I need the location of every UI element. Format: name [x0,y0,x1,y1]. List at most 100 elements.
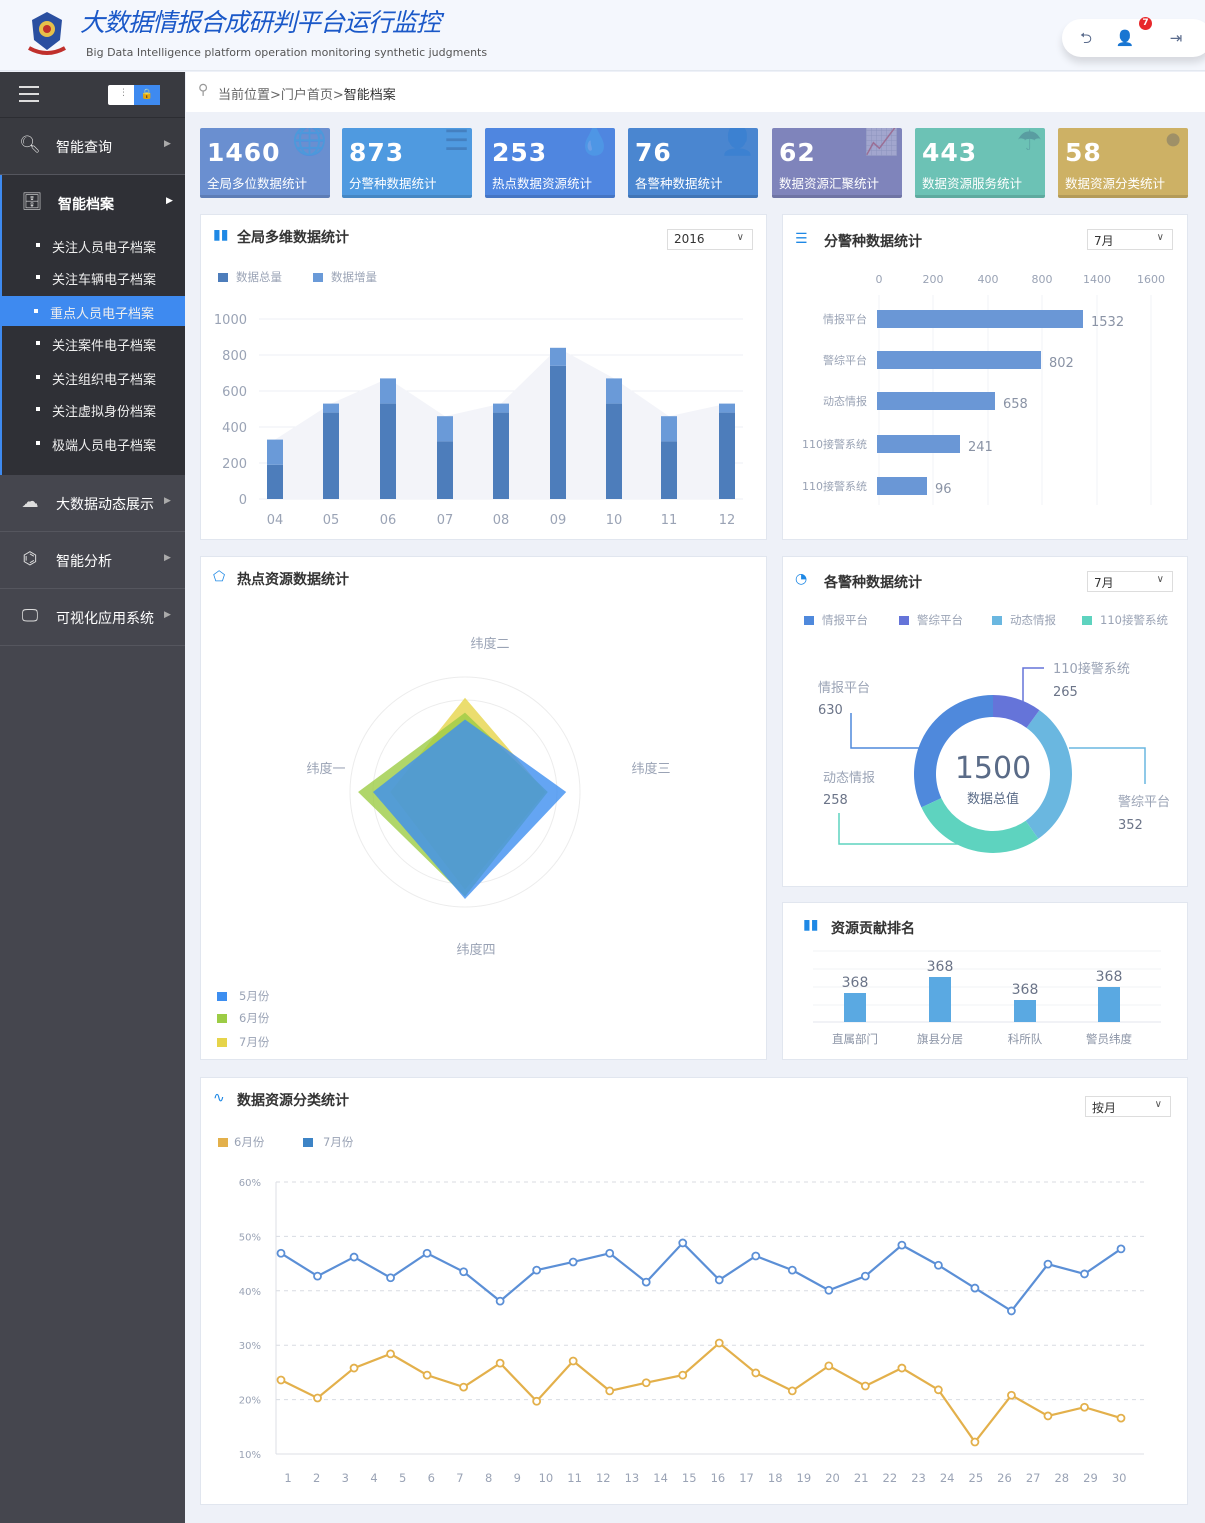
data-point [313,1393,322,1403]
submenu-item[interactable]: 关注案件电子档案 [2,328,187,358]
data-point [824,1361,834,1371]
chevron-right-icon: ▶ [164,610,171,620]
callout-line [1022,667,1044,704]
lock-icon[interactable]: 🔒 [134,85,160,105]
data-point [1080,1402,1089,1412]
month-select[interactable]: 7月 ∨ [1087,229,1173,250]
legend-swatch [218,273,228,282]
legend-swatch [218,1138,228,1147]
list-icon: ☰ [443,128,469,157]
value-label: 241 [968,440,993,455]
stat-card[interactable]: ☰ 873 分警种数据统计 [342,128,472,198]
series-line [280,1341,1122,1444]
bar-increment [380,378,396,404]
share-node-icon: ⚫ [1161,128,1185,157]
callout-name: 动态情报 [823,771,875,786]
breadcrumb: ⚲ 当前位置>门户首页>智能档案 [186,72,1205,112]
x-tick-label: 10 [539,1471,554,1485]
logout-icon[interactable]: ⇥ [1169,29,1183,47]
category-label: 旗县分居 [917,1032,963,1046]
stat-card[interactable]: 👤 76 各警种数据统计 [628,128,758,198]
callout-line [838,813,961,845]
submenu-item[interactable]: 关注车辆电子档案 [2,262,187,292]
panel-hot-resource: ⬠ 热点资源数据统计 纬度一 纬度二 纬度三 纬度四 5月份 6月份 7月份 [200,556,767,1060]
category-label: 科所队 [1008,1032,1043,1046]
submenu-item-active[interactable]: 重点人员电子档案 [0,296,185,326]
x-tick-label: 29 [1083,1471,1098,1485]
bar-total [380,403,396,499]
callout-value: 258 [823,793,848,808]
data-point [1043,1259,1053,1269]
sidebar-item-smart-archive[interactable]: 🗄︎ 智能档案 ▶ [21,192,173,213]
submenu-item[interactable]: 关注人员电子档案 [2,230,187,260]
cloud-icon: ☁ [21,492,39,512]
panel-police-stats: ☰ 分警种数据统计 7月 ∨ 0 200 400 800 1400 1600 情报平台 1532… [782,214,1188,540]
stat-card[interactable]: 🌐 1460 全局多位数据统计 [200,128,330,198]
donut-total-label: 数据总值 [967,791,1019,807]
data-point [714,1275,724,1285]
drop-icon: 💧 [577,128,612,157]
stat-card[interactable]: ⚫ 58 数据资源分类统计 [1058,128,1188,198]
category-label: 动态情报 [823,394,867,408]
x-tick-label: 3 [342,1471,349,1485]
legend-swatch [313,273,323,282]
bar-increment [437,416,453,442]
x-tick-label: 15 [682,1471,697,1485]
sidebar-item-smart-analysis[interactable]: ⌬ 智能分析 ▶ [0,532,185,589]
stat-label: 数据资源汇聚统计 [779,176,880,191]
x-tick-label: 6 [428,1471,435,1485]
x-tick-label: 23 [911,1471,926,1485]
data-point [605,1248,615,1258]
x-tick-label: 8 [485,1471,492,1485]
legend-item: 警综平台 [899,612,963,628]
submenu-item[interactable]: 关注虚拟身份档案 [2,394,187,424]
x-tick-label: 30 [1112,1471,1127,1485]
submenu-item[interactable]: 极端人员电子档案 [2,428,187,458]
stat-card[interactable]: 📈 62 数据资源汇聚统计 [772,128,902,198]
radar-ring [349,676,581,908]
back-icon[interactable]: ⮌ [1079,29,1092,47]
stat-card[interactable]: ☂ 443 数据资源服务统计 [915,128,1045,198]
sidebar-item-smart-query[interactable]: 🔍︎ 智能查询 ▶ [0,118,185,175]
legend-swatch [992,616,1002,625]
hbar-chart-icon: ☰ [795,231,808,247]
bar-total [267,464,283,499]
hamburger-menu-icon[interactable] [19,86,39,102]
sidebar-item-bigdata-display[interactable]: ☁ 大数据动态展示 ▶ [0,475,185,532]
donut-slice [993,695,1040,728]
callout-line [850,713,919,749]
sidebar-item-visual-apps[interactable]: 🖵 可视化应用系统 ▶ [0,589,185,646]
submenu-item[interactable]: 关注组织电子档案 [2,362,187,392]
chevron-right-icon: ▶ [164,553,171,563]
callout-name: 情报平台 [818,681,870,696]
category-label: 110接警系统 [802,479,867,493]
indicator-label: 纬度四 [456,942,495,958]
panel-title: 资源贡献排名 [831,921,915,937]
legend-item: 110接警系统 [1082,612,1168,628]
header: 大数据情报合成研判平台运行监控 Big Data Intelligence pl… [0,0,1205,71]
x-tick-label: 18 [768,1471,783,1485]
y-tick-label: 10% [239,1450,261,1461]
search-icon: 🔍︎ [19,135,41,155]
data-point [495,1296,505,1306]
data-point [678,1238,688,1248]
chevron-down-icon: ∨ [1156,574,1164,585]
breadcrumb-path[interactable]: 当前位置>门户首页> [218,88,344,103]
value-label: 658 [1003,397,1028,412]
bar-increment [493,403,509,413]
stacked-bar-chart: 0 200 400 600 800 1000 04 05 06 07 08 09 10 11 12 [214,313,743,528]
x-tick-label: 16 [711,1471,726,1485]
data-point [1007,1390,1016,1400]
user-icon[interactable]: 👤 [1115,29,1135,47]
value-label: 368 [1096,969,1123,985]
x-tick-label: 400 [978,273,999,286]
list-icon[interactable]: ⋮ [119,88,128,98]
panel-global-stats: ▮▮ 全局多维数据统计 2016 ∨ 数据总量 数据增量 0 200 400 600 80… [200,214,767,540]
period-select[interactable]: 按月 ∨ [1085,1096,1171,1117]
data-point [422,1370,432,1380]
layout-toggle[interactable]: 🔒 ⋮ [108,85,160,105]
x-tick-label: 27 [1026,1471,1041,1485]
month-select[interactable]: 7月 ∨ [1087,571,1173,592]
year-select[interactable]: 2016 ∨ [667,229,753,250]
stat-card[interactable]: 💧 253 热点数据资源统计 [485,128,615,198]
